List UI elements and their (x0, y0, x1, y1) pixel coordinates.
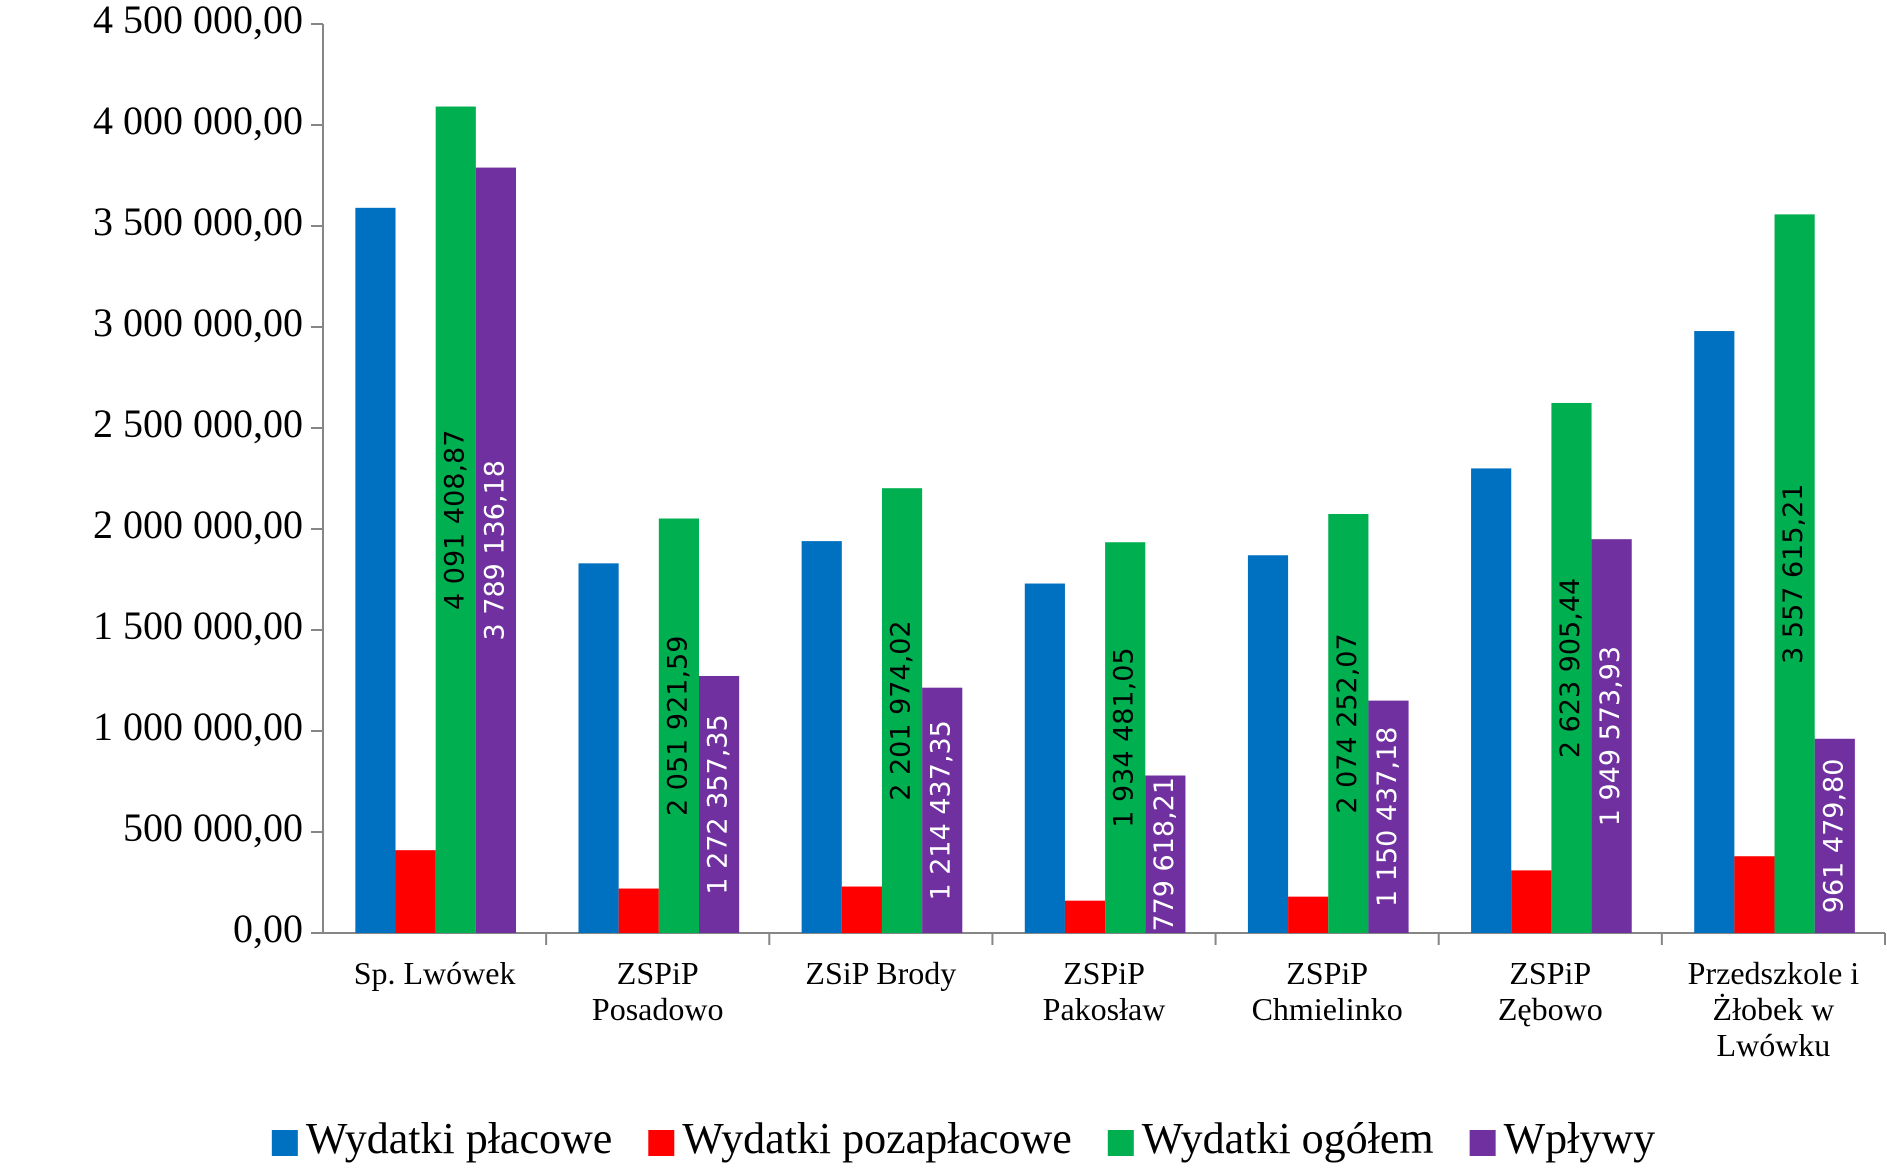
y-tick-label: 3 500 000,00 (93, 199, 303, 244)
data-label: 779 618,21 (1149, 777, 1180, 932)
data-label: 2 623 905,44 (1555, 578, 1586, 758)
legend-label: Wpływy (1504, 1114, 1656, 1163)
bar (698, 675, 740, 933)
y-tick-label: 3 000 000,00 (93, 300, 303, 345)
x-tick-label: Sp. Lwówek (353, 955, 516, 991)
legend-swatch (1469, 1130, 1496, 1156)
bar (1368, 700, 1409, 933)
bar (1024, 583, 1065, 933)
bar (1145, 775, 1186, 933)
y-tick-label: 1 500 000,00 (93, 603, 303, 648)
bar (475, 167, 517, 934)
y-tick-label: 1 000 000,00 (93, 704, 303, 749)
data-label: 2 074 252,07 (1332, 633, 1363, 813)
data-label: 3 789 136,18 (479, 460, 510, 640)
bar (1591, 539, 1632, 933)
x-tick-label: ZSPiP Posadowo (591, 955, 724, 1027)
legend-swatch (1107, 1130, 1134, 1156)
legend-label: Wydatki pozapłacowe (682, 1114, 1072, 1163)
data-label: 2 201 974,02 (886, 620, 917, 800)
bar (922, 687, 963, 933)
y-tick-label: 0,00 (233, 906, 303, 951)
bar (1551, 402, 1592, 934)
bar (435, 106, 476, 934)
bar (658, 518, 699, 933)
x-tick-label: ZSiP Brody (805, 955, 957, 991)
legend-swatch (648, 1130, 675, 1156)
y-tick-label: 4 000 000,00 (93, 98, 303, 143)
y-tick-label: 500 000,00 (123, 805, 303, 850)
data-label: 1 949 573,93 (1595, 646, 1626, 826)
x-tick-label: ZSPiP Pakosław (1042, 955, 1166, 1027)
data-label: 1 272 357,35 (703, 714, 734, 894)
bar (1105, 542, 1146, 933)
bar (841, 886, 882, 933)
x-tick-label: Przedszkole i Żłobek w Lwówku (1687, 955, 1860, 1063)
bar (1734, 856, 1775, 933)
legend: Wydatki płacowe Wydatki pozapłacowe Wydatk… (271, 1114, 1656, 1163)
legend-label: Wydatki płacowe (306, 1114, 612, 1163)
data-label: 4 091 408,87 (439, 430, 470, 610)
bar (618, 888, 659, 933)
y-tick-label: 4 500 000,00 (93, 0, 303, 42)
bar (1328, 514, 1369, 933)
bar (801, 541, 842, 933)
data-label: 1 934 481,05 (1109, 647, 1140, 827)
y-tick-label: 2 500 000,00 (93, 401, 303, 446)
legend-swatch (271, 1130, 298, 1156)
bar (1694, 331, 1735, 933)
bar (1288, 896, 1329, 933)
bar (1064, 900, 1106, 933)
data-label: 2 051 921,59 (662, 636, 693, 816)
bar (1774, 214, 1815, 934)
bar (1247, 555, 1289, 933)
bar (1471, 468, 1512, 933)
x-tick-label: ZSPiP Zębowo (1497, 955, 1603, 1027)
bar (1511, 870, 1552, 933)
data-label: 961 479,80 (1818, 759, 1849, 914)
bar (881, 488, 923, 933)
bar (578, 563, 619, 933)
data-label: 1 150 437,18 (1372, 727, 1403, 907)
data-label: 3 557 615,21 (1778, 484, 1809, 664)
data-label: 1 214 437,35 (926, 720, 957, 900)
y-tick-label: 2 000 000,00 (93, 502, 303, 547)
bar (355, 207, 396, 933)
x-tick-label: ZSPiP Chmielinko (1251, 955, 1403, 1027)
bar (395, 850, 436, 933)
bar (1814, 738, 1855, 933)
legend-label: Wydatki ogółem (1142, 1114, 1434, 1163)
